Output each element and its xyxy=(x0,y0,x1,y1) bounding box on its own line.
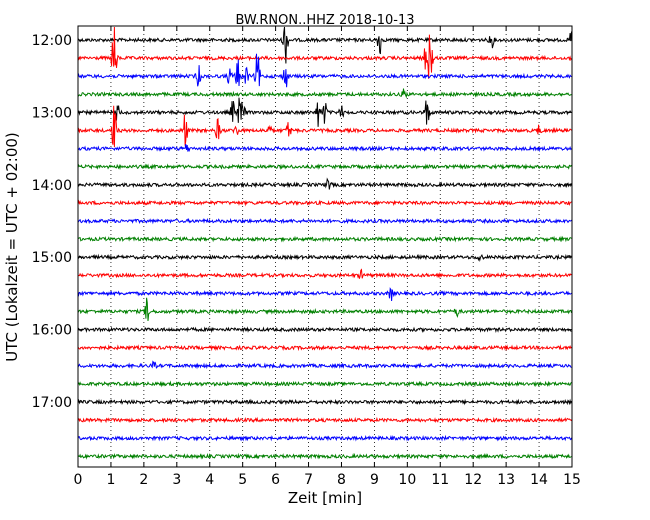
x-tick-label: 3 xyxy=(172,472,181,488)
trace-line xyxy=(77,268,572,279)
x-tick-label: 12 xyxy=(464,472,482,488)
x-tick-label: 0 xyxy=(74,472,83,488)
trace-line xyxy=(77,199,572,207)
trace-line xyxy=(77,380,572,388)
x-tick-label: 1 xyxy=(106,472,115,488)
trace-line xyxy=(77,217,572,225)
y-tick-label: 12:00 xyxy=(32,33,72,49)
trace-line xyxy=(77,416,572,424)
y-axis-label: UTC (Lokalzeit = UTC + 02:00) xyxy=(3,132,21,362)
seismic-traces xyxy=(77,26,572,460)
x-tick-label: 11 xyxy=(431,472,449,488)
x-tick-label: 2 xyxy=(139,472,148,488)
trace-line xyxy=(77,434,572,442)
x-tick-label: 7 xyxy=(304,472,313,488)
trace-line xyxy=(77,297,572,322)
trace-line xyxy=(77,398,572,406)
trace-line xyxy=(78,177,572,190)
trace-line xyxy=(77,144,572,153)
trace-line xyxy=(77,163,572,171)
x-tick-label: 10 xyxy=(398,472,416,488)
x-tick-label: 9 xyxy=(370,472,379,488)
trace-line xyxy=(77,88,572,99)
trace-line xyxy=(77,326,572,334)
trace-line xyxy=(77,344,572,352)
x-axis-label: Zeit [min] xyxy=(288,489,362,507)
plot-frame xyxy=(77,25,573,468)
y-tick-label: 17:00 xyxy=(32,395,72,411)
x-tick-label: 14 xyxy=(530,472,548,488)
x-tick-label: 15 xyxy=(563,472,581,488)
x-tick-label: 4 xyxy=(205,472,214,488)
trace-line xyxy=(77,53,572,88)
y-tick-label: 14:00 xyxy=(32,178,72,194)
trace-line xyxy=(77,452,572,460)
trace-line xyxy=(77,97,572,127)
trace-line xyxy=(77,235,572,243)
x-tick-label: 8 xyxy=(337,472,346,488)
y-tick-label: 16:00 xyxy=(32,323,72,339)
trace-line xyxy=(77,287,572,302)
trace-line xyxy=(77,253,572,263)
trace-line xyxy=(77,360,572,370)
gridlines xyxy=(110,26,540,467)
x-tick-label: 13 xyxy=(497,472,515,488)
x-tick-label: 5 xyxy=(238,472,247,488)
y-tick-label: 15:00 xyxy=(32,250,72,266)
y-tick-label: 13:00 xyxy=(32,105,72,121)
trace-line xyxy=(77,26,572,64)
x-tick-label: 6 xyxy=(271,472,280,488)
trace-line xyxy=(77,105,572,148)
y-axis-ticks: 12:00 13:00 14:00 15:00 16:00 17:00 xyxy=(32,33,572,411)
x-axis-ticks: 0 1 2 3 4 5 6 7 8 9 10 11 12 13 14 15 xyxy=(74,26,581,488)
trace-line xyxy=(77,26,572,79)
chart-title: BW.RNON..HHZ 2018-10-13 xyxy=(235,13,414,28)
